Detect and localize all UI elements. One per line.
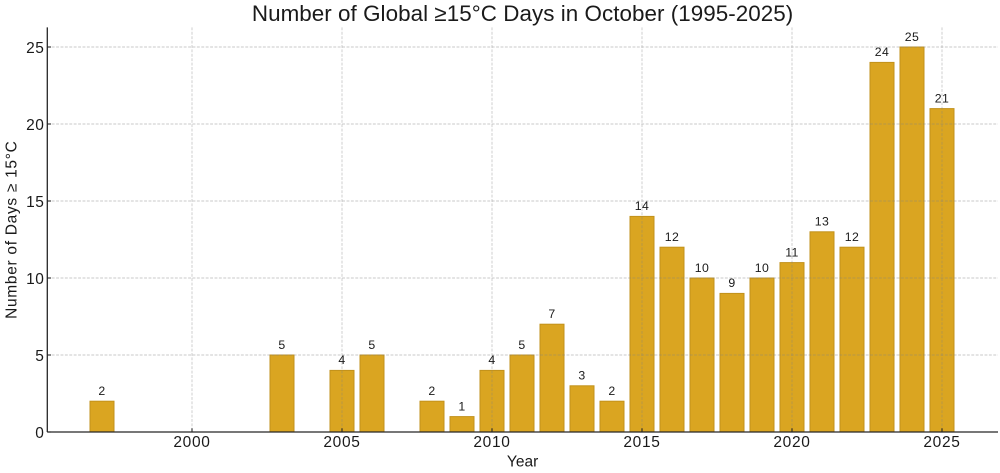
svg-text:3: 3 — [578, 369, 585, 383]
svg-text:7: 7 — [548, 307, 555, 321]
svg-text:4: 4 — [488, 353, 495, 367]
svg-text:5: 5 — [278, 338, 285, 352]
svg-text:12: 12 — [665, 230, 679, 244]
svg-text:0: 0 — [35, 425, 44, 442]
svg-text:12: 12 — [845, 230, 859, 244]
svg-text:11: 11 — [785, 245, 799, 259]
svg-text:Year: Year — [507, 454, 538, 471]
svg-text:2: 2 — [98, 384, 105, 398]
svg-text:15: 15 — [26, 194, 44, 211]
svg-text:2: 2 — [428, 384, 435, 398]
svg-text:13: 13 — [815, 215, 829, 229]
svg-text:2020: 2020 — [773, 434, 810, 451]
svg-text:2015: 2015 — [623, 434, 660, 451]
svg-text:5: 5 — [35, 348, 44, 365]
svg-text:25: 25 — [905, 30, 919, 44]
svg-text:Number of Global ≥15°C Days in: Number of Global ≥15°C Days in October (… — [252, 1, 793, 26]
svg-text:5: 5 — [518, 338, 525, 352]
svg-text:2010: 2010 — [473, 434, 510, 451]
svg-text:1: 1 — [458, 399, 465, 413]
svg-text:21: 21 — [935, 91, 949, 105]
svg-text:14: 14 — [635, 199, 649, 213]
svg-text:25: 25 — [26, 40, 44, 57]
svg-text:24: 24 — [875, 45, 889, 59]
svg-text:2025: 2025 — [923, 434, 960, 451]
svg-text:2: 2 — [608, 384, 615, 398]
svg-text:4: 4 — [338, 353, 345, 367]
svg-text:2005: 2005 — [323, 434, 360, 451]
svg-text:9: 9 — [728, 276, 735, 290]
svg-text:5: 5 — [368, 338, 375, 352]
svg-text:10: 10 — [26, 271, 44, 288]
svg-text:10: 10 — [695, 261, 709, 275]
svg-text:2000: 2000 — [173, 434, 210, 451]
svg-text:20: 20 — [26, 117, 44, 134]
svg-text:Number of Days ≥ 15°C: Number of Days ≥ 15°C — [4, 140, 21, 318]
svg-text:10: 10 — [755, 261, 769, 275]
